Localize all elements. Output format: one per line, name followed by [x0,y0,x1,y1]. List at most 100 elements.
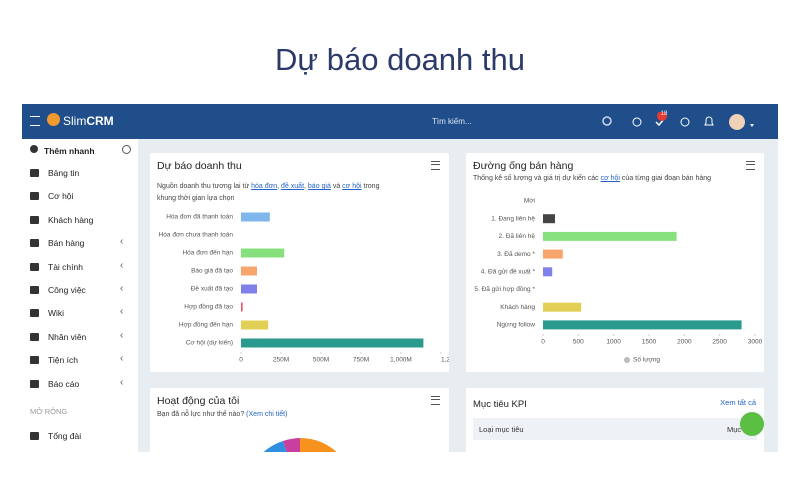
category-label: Ngừng follow [497,322,536,329]
description-text: Nguồn doanh thu tương lai từ [157,183,252,190]
kpi-widget: Mục tiêu KPI Xem tất cả Loại mục tiêu Mụ… [466,388,764,452]
description-link[interactable]: hóa đơn [251,183,278,190]
view-all-link[interactable]: Xem tất cả [720,398,756,407]
bar [543,249,563,259]
description-link[interactable]: báo giá [307,183,331,190]
menu-item[interactable]: Khách hàng [48,214,94,225]
menu-icon [30,332,39,341]
call-button[interactable] [740,412,764,436]
description-link[interactable]: cơ hội [600,175,620,182]
widget-menu[interactable] [431,161,440,170]
widget-description: Nguồn doanh thu tương lai từ hóa đơn, đề… [157,181,397,205]
avatar[interactable] [729,114,745,130]
question: Bạn đã nỗ lực như thế nào? [157,411,245,418]
bar [543,267,553,277]
menu-icon [30,239,39,248]
chevron[interactable]: ‹ [120,283,124,294]
share-icon[interactable] [632,117,642,127]
clock-icon[interactable] [680,117,690,127]
tasks-icon[interactable] [655,118,665,127]
x-tick-label: 0 [541,339,545,346]
bar-chart: 0 500 1000 1500 2000 2500 3000 Mới 1. Đang liên … [474,198,762,364]
menu-item[interactable]: Công việc [48,285,86,295]
category-label: Hợp đồng đã tạo [184,302,233,311]
menu-icon [30,356,39,365]
menu-item[interactable]: Báo cáo [48,378,80,389]
bar [241,212,270,222]
description-text: của từng giai đoạn bán hàng [619,175,712,182]
hamburger[interactable] [30,116,40,126]
badge-count: 18 [660,111,668,117]
activity-widget: Hoạt động của tôi Bạn đã nỗ lực như thế … [150,388,449,452]
menu-item[interactable]: Tài chính [48,261,83,272]
category-label: Đề xuất đã tạo [191,284,234,293]
widget-title: Hoạt động của tôi [157,395,240,407]
bar [241,338,424,348]
pie-slice [300,438,337,452]
x-tick-label: 500M [313,357,329,364]
x-tick-label: 1,25... [441,357,449,364]
bar [241,302,243,312]
brand[interactable]: SlimCRM [63,114,114,128]
menu-item[interactable]: Tổng đài [48,431,82,441]
widget-menu[interactable] [431,396,440,405]
app-window: SlimCRM Tìm kiếm... 18 Thêm nhanh Bảng ti… [22,104,778,452]
bar [543,214,556,224]
widget-title: Đường ống bán hàng [473,160,574,172]
bar [543,231,677,241]
chevron[interactable]: ‹ [120,353,124,365]
logo-icon [47,113,60,126]
section-label: MỞ RỘNG [30,407,68,416]
widget-title: Mục tiêu KPI [473,399,527,410]
widget-menu[interactable] [746,161,755,170]
brand-suffix: CRM [86,114,114,128]
details-link[interactable]: (Xem chi tiết) [246,411,288,418]
description-text: , [277,183,282,190]
pipeline-widget: Đường ống bán hàng Thống kê số lượng và … [466,153,764,372]
description-link[interactable]: cơ hội [342,183,362,190]
chevron[interactable]: ‹ [120,259,124,271]
avatar-caret[interactable] [750,124,754,127]
menu-item[interactable]: Bảng tin [48,168,80,178]
menu-item[interactable]: Tiện ích [48,355,78,366]
bell-icon[interactable] [704,116,714,126]
legend-marker [624,357,630,363]
description-link[interactable]: đề xuất [281,183,305,190]
x-tick-label: 1000 [606,339,621,346]
category-label: Báo giá đã tạo [191,268,233,275]
table-header: Loại mục tiêu Mục [473,418,757,440]
category-label: Hóa đơn đến hạn [182,248,233,257]
chevron[interactable]: ‹ [120,306,124,318]
bar [241,248,285,258]
bar [543,302,582,312]
menu-item[interactable]: Bán hàng [48,238,85,249]
top-bar: SlimCRM Tìm kiếm... 18 [22,104,778,139]
x-tick-label: 250M [273,357,289,364]
search-box[interactable]: Tìm kiếm... [432,117,472,126]
menu-item[interactable]: Cơ hội [48,191,74,202]
description-text: , [304,183,308,190]
menu-icon [30,309,39,318]
x-tick-label: 1500 [642,339,657,346]
menu-icon [30,286,39,294]
category-label: 5. Đã gửi hợp đồng * [474,284,535,293]
menu-icon [30,262,39,271]
chevron[interactable]: ‹ [120,376,124,388]
x-tick-label: 1,000M [390,357,412,364]
menu-item[interactable]: Wiki [48,308,65,319]
category-label: Khách hàng [500,304,535,311]
search-icon[interactable] [602,116,612,126]
bar [241,284,257,294]
help-icon[interactable] [122,145,131,154]
menu-item[interactable]: Nhân viên [48,331,87,342]
chevron[interactable]: ‹ [120,329,124,341]
brand-prefix: Slim [63,114,87,128]
x-tick-label: 2000 [677,339,692,346]
quick-add[interactable]: Thêm nhanh [44,146,95,156]
revenue-widget: Dự báo doanh thu Nguồn doanh thu tương l… [150,153,449,372]
description-text: Thống kê số lượng và giá trị dự kiến các [473,175,601,182]
chevron[interactable]: ‹ [120,236,124,248]
pie-slice [263,441,287,452]
widget-description: Thống kê số lượng và giá trị dự kiến các… [473,173,753,185]
